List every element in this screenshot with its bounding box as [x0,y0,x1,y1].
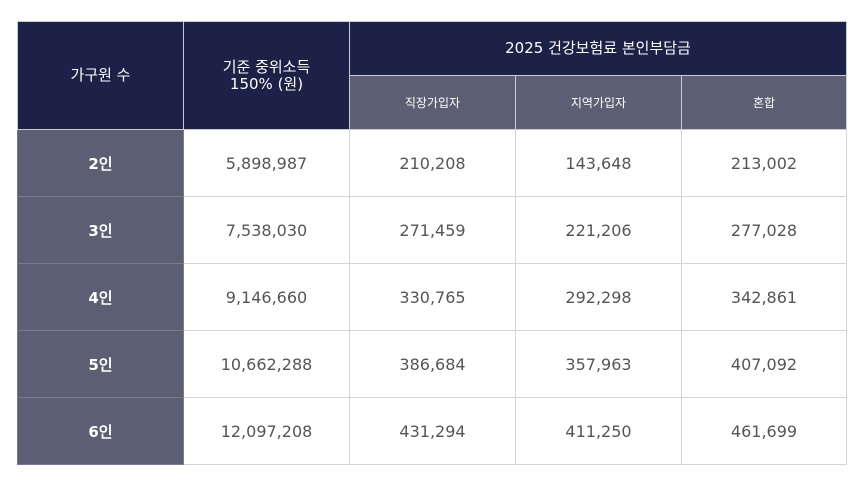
median-income-cell: 10,662,288 [183,330,350,398]
header-row-sub: 직장가입자 지역가입자 혼합 [18,75,848,130]
table-row: 4인 9,146,660 330,765 292,298 342,861 [17,263,848,331]
household-size-cell: 4인 [17,263,184,331]
household-size-cell: 3인 [17,196,184,264]
mixed-premium-cell: 213,002 [680,129,848,197]
mixed-premium-cell: 277,028 [680,196,848,264]
header-median-income-line2: 150% (원) [229,74,304,93]
header-regional-subscriber: 지역가입자 [515,75,682,130]
employee-premium-cell: 431,294 [349,397,516,465]
table-row: 6인 12,097,208 431,294 411,250 461,699 [17,397,848,465]
header-premium-group: 2025 건강보험료 본인부담금 [348,21,848,76]
median-income-cell: 7,538,030 [183,196,350,264]
employee-premium-cell: 386,684 [349,330,516,398]
insurance-premium-table-container: 가구원 수 기준 중위소득 150% (원) 2025 건강보험료 본인부담금 … [17,21,848,465]
table-row: 5인 10,662,288 386,684 357,963 407,092 [17,330,848,398]
household-size-cell: 2인 [17,129,184,197]
regional-premium-cell: 411,250 [515,397,682,465]
household-size-cell: 6인 [17,397,184,465]
regional-premium-cell: 221,206 [515,196,682,264]
employee-premium-cell: 271,459 [349,196,516,264]
regional-premium-cell: 143,648 [515,129,682,197]
household-size-cell: 5인 [17,330,184,398]
table-row: 3인 7,538,030 271,459 221,206 277,028 [17,196,848,264]
table-row: 2인 5,898,987 210,208 143,648 213,002 [17,129,848,197]
employee-premium-cell: 330,765 [349,263,516,331]
insurance-premium-table: 가구원 수 기준 중위소득 150% (원) 2025 건강보험료 본인부담금 … [17,21,848,465]
header-median-income: 기준 중위소득 150% (원) [183,21,350,130]
regional-premium-cell: 292,298 [515,263,682,331]
regional-premium-cell: 357,963 [515,330,682,398]
median-income-cell: 5,898,987 [183,129,350,197]
mixed-premium-cell: 461,699 [680,397,848,465]
median-income-cell: 9,146,660 [183,263,350,331]
header-mixed: 혼합 [680,75,848,130]
header-household-size: 가구원 수 [17,21,184,130]
header-row-top: 가구원 수 기준 중위소득 150% (원) 2025 건강보험료 본인부담금 [17,21,848,130]
header-employee-subscriber: 직장가입자 [349,75,516,130]
header-median-income-line1: 기준 중위소득 [222,57,311,76]
median-income-cell: 12,097,208 [183,397,350,465]
mixed-premium-cell: 342,861 [680,263,848,331]
employee-premium-cell: 210,208 [349,129,516,197]
mixed-premium-cell: 407,092 [680,330,848,398]
